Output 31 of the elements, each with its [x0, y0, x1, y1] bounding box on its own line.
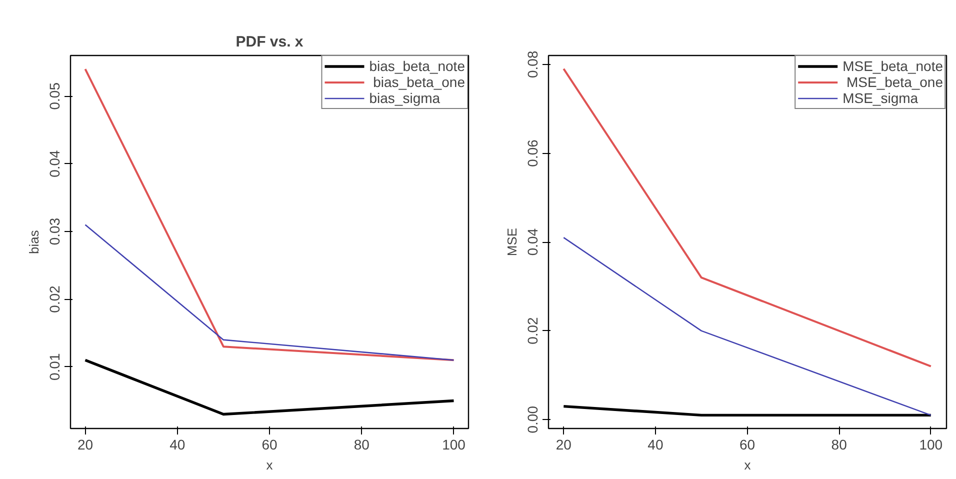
legend-label: bias_beta_note: [369, 58, 465, 74]
y-axis-title: MSE: [504, 228, 520, 256]
x-tick-label: 80: [354, 436, 370, 452]
x-tick-label: 40: [648, 436, 664, 452]
legend-label: MSE_beta_one: [845, 74, 943, 90]
y-tick-label: 0.03: [46, 218, 62, 246]
x-tick-label: 100: [442, 436, 466, 452]
x-axis-title: x: [744, 458, 752, 472]
y-tick-label: 0.08: [524, 50, 540, 78]
x-tick-label: 60: [739, 436, 756, 452]
x-tick-label: 80: [831, 436, 848, 452]
y-tick-label: 0.04: [524, 228, 540, 256]
y-tick-label: 0.01: [46, 353, 62, 381]
y-axis-title: bias: [26, 230, 42, 254]
legend-label: bias_sigma: [369, 90, 440, 106]
y-tick-label: 0.05: [46, 82, 62, 110]
y-tick-label: 0.06: [524, 139, 540, 167]
legend-label: bias_beta_one: [372, 74, 465, 90]
y-tick-label: 0.04: [46, 150, 62, 178]
x-tick-label: 20: [556, 436, 572, 452]
x-tick-label: 100: [919, 436, 943, 452]
legend-label: MSE_sigma: [842, 90, 918, 106]
y-tick-label: 0.02: [46, 285, 62, 313]
x-tick-label: 20: [77, 436, 94, 452]
chart-title: PDF vs. x: [236, 34, 304, 50]
x-tick-label: 60: [262, 436, 278, 452]
y-tick-label: 0.00: [524, 406, 540, 434]
legend-label: MSE_beta_note: [842, 58, 943, 74]
x-axis-title: x: [266, 458, 274, 472]
x-tick-label: 40: [170, 436, 186, 452]
y-tick-label: 0.02: [524, 316, 540, 344]
